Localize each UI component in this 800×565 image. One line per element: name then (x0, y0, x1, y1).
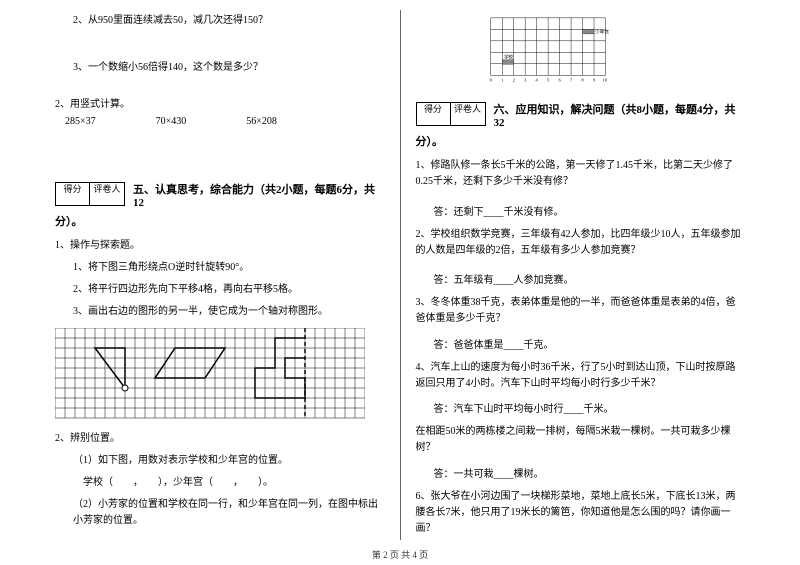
section-6-header: 得分 评卷人 六、应用知识，解决问题（共8小题，每题4分，共32 (416, 97, 746, 131)
q-shrink: 3、一个数缩小56倍得140，这个数是多少？ (55, 60, 385, 76)
section-6-title: 六、应用知识，解决问题（共8小题，每题4分，共32 (494, 104, 736, 129)
svg-text:学校: 学校 (503, 54, 513, 61)
grader-label-r: 评卷人 (451, 102, 486, 126)
op-3: 3、画出右边的图形的另一半，使它成为一个轴对称图形。 (55, 304, 385, 320)
r-a3: 答：爸爸体重是____千克。 (416, 338, 746, 354)
op-title: 1、操作与探索题。 (55, 238, 385, 254)
svg-text:3: 3 (524, 78, 527, 83)
r-q3: 3、冬冬体重38千克，表弟体重是他的一半，而爸爸体重是表弟的4倍，爸爸体重是多少… (416, 295, 746, 327)
section-5-title: 五、认真思考，综合能力（共2小题，每题6分，共12 (133, 184, 375, 209)
r-q6: 6、张大爷在小河边围了一块梯形菜地，菜地上底长5米，下底长13米，两腰各长7米，… (416, 489, 746, 537)
coord-grid: 少年宫 学校 0 1 2 3 4 5 6 7 8 9 10 (436, 15, 666, 84)
pos-title: 2、辨别位置。 (55, 431, 385, 447)
r-a4: 答：汽车下山时平均每小时行____千米。 (416, 402, 746, 418)
r-q2: 2、学校组织数学竞赛，三年级有42人参加，比四年级少10人，五年级参加的人数是四… (416, 227, 746, 259)
shapes-grid (55, 328, 365, 423)
r-q1: 1、修路队修一条长5千米的公路，第一天修了1.45千米，比第二天少修了0.25千… (416, 158, 746, 190)
grader-label: 评卷人 (90, 182, 125, 206)
svg-text:8: 8 (581, 78, 584, 83)
r-q5: 在相距50米的两栋楼之间栽一排树，每隔5米栽一棵树。一共可栽多少棵树？ (416, 424, 746, 456)
r-a5: 答：一共可栽____棵树。 (416, 467, 746, 483)
r-q4: 4、汽车上山的速度为每小时36千米，行了5小时到达山顶，下山时按原路返回只用了4… (416, 360, 746, 392)
svg-text:6: 6 (558, 78, 561, 83)
op-1: 1、将下图三角形绕点O逆时针旋转90°。 (55, 260, 385, 276)
svg-text:1: 1 (501, 78, 504, 83)
page-footer: 第 2 页 共 4 页 (0, 548, 800, 561)
svg-text:10: 10 (602, 78, 607, 83)
score-label: 得分 (55, 182, 90, 206)
calc-2: 70×430 (156, 116, 187, 127)
svg-text:9: 9 (592, 78, 595, 83)
svg-text:少年宫: 少年宫 (595, 28, 609, 35)
r-a2: 答：五年级有____人参加竞赛。 (416, 273, 746, 289)
section-5-header: 得分 评卷人 五、认真思考，综合能力（共2小题，每题6分，共12 (55, 177, 385, 211)
r-a1: 答：还剩下____千米没有修。 (416, 205, 746, 221)
svg-text:4: 4 (535, 78, 538, 83)
section-6-title2: 分）。 (416, 136, 444, 148)
score-label-r: 得分 (416, 102, 451, 126)
pos-1b: 学校（ ， ），少年宫（ ， ）。 (55, 475, 385, 491)
section-5-title2: 分）。 (55, 216, 83, 228)
op-2: 2、将平行四边形先向下平移4格，再向右平移5格。 (55, 282, 385, 298)
calc-title: 2、用竖式计算。 (55, 97, 385, 113)
svg-text:0: 0 (489, 78, 492, 83)
svg-text:5: 5 (546, 78, 549, 83)
pos-1: （1）如下图，用数对表示学校和少年宫的位置。 (55, 453, 385, 469)
svg-text:7: 7 (569, 78, 572, 83)
pos-2: （2）小芳家的位置和学校在同一行，和少年宫在同一列，在图中标出小芳家的位置。 (55, 497, 385, 529)
q-subtract: 2、从950里面连续减去50，减几次还得150？ (55, 13, 385, 29)
calc-1: 285×37 (65, 116, 96, 127)
svg-text:2: 2 (512, 78, 515, 83)
calc-3: 56×208 (246, 116, 277, 127)
